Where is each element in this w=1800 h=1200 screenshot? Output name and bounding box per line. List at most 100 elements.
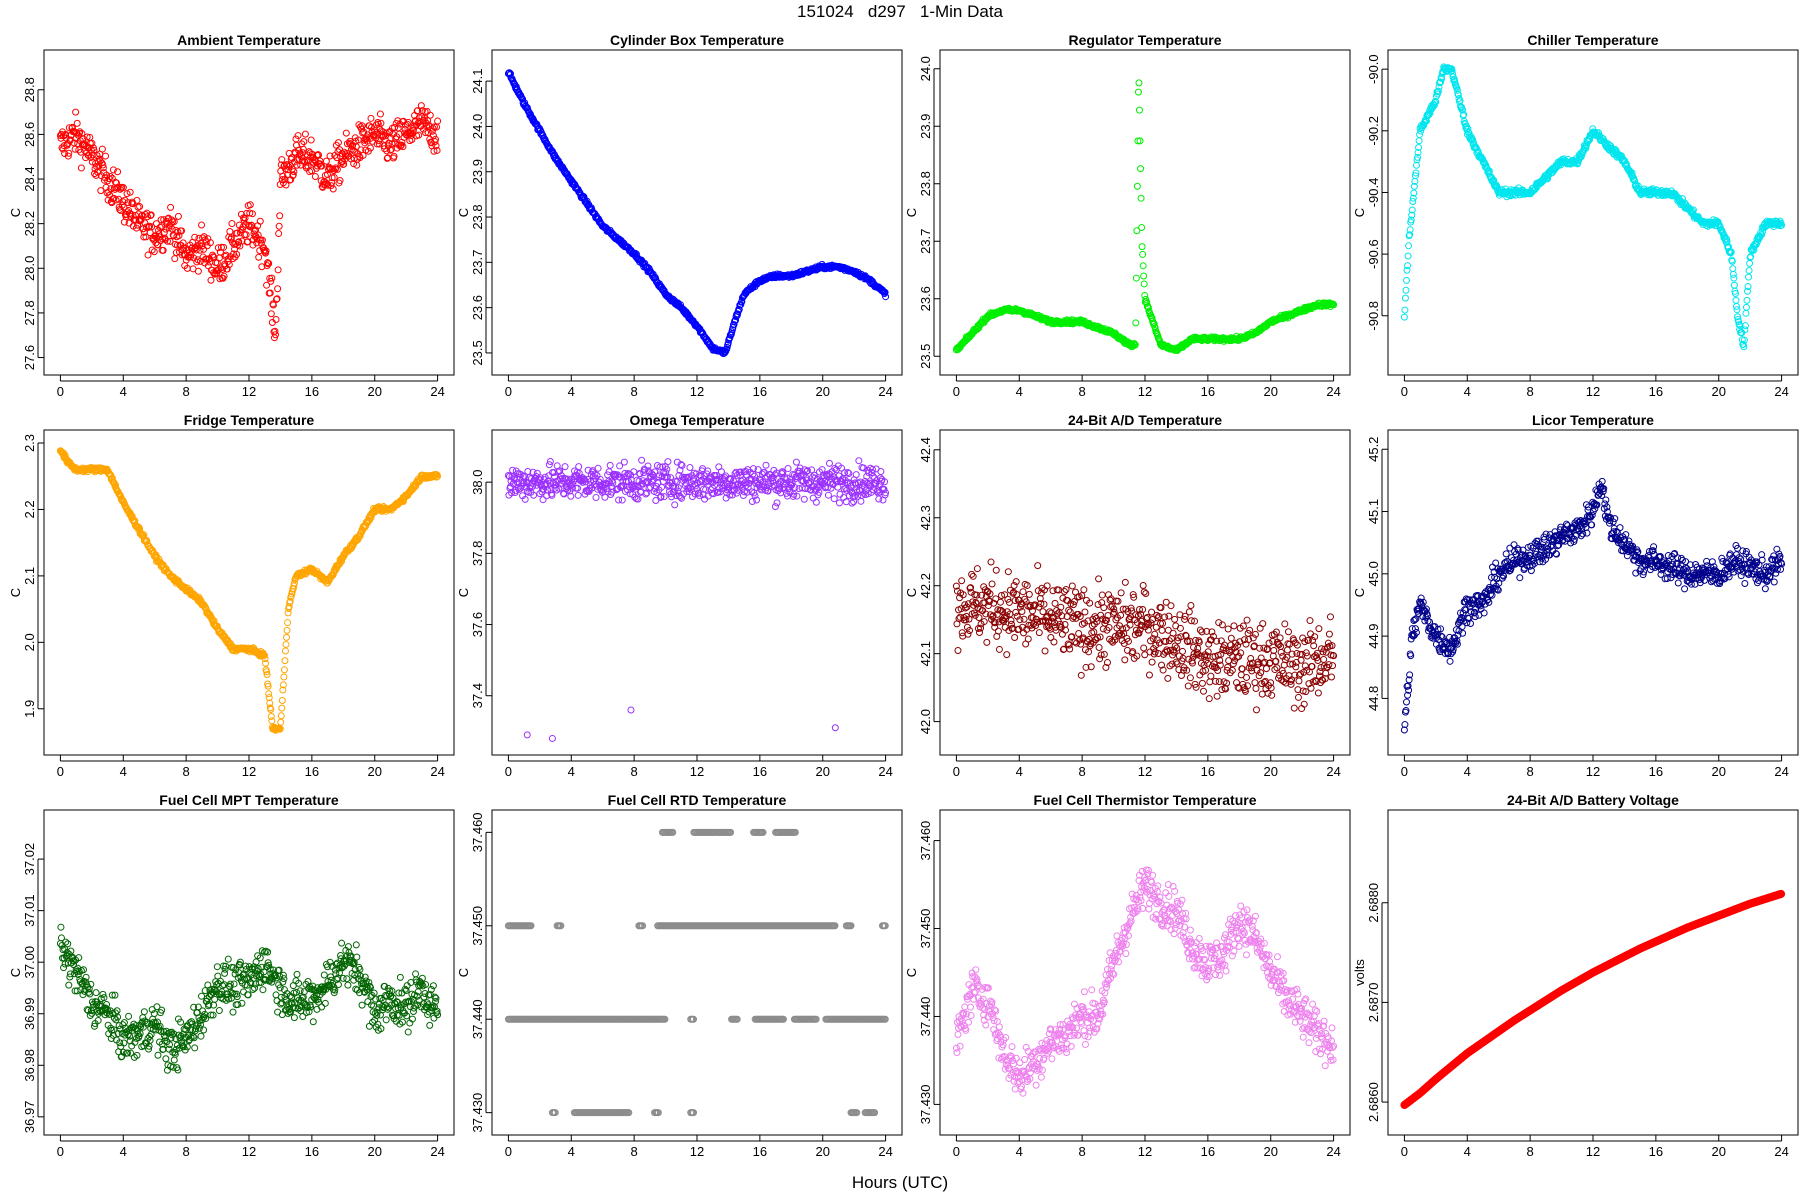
data-point	[1169, 629, 1177, 637]
data-point	[1143, 299, 1151, 307]
data-point	[1102, 663, 1110, 671]
data-point	[78, 129, 86, 137]
data-point	[750, 472, 758, 480]
data-point	[98, 145, 106, 153]
data-point	[278, 697, 286, 705]
x-tick-label: 20	[1711, 384, 1725, 399]
data-point	[1121, 656, 1129, 664]
data-point	[1007, 617, 1015, 625]
data-point	[1154, 649, 1162, 657]
data-point	[869, 472, 877, 480]
data-point	[965, 615, 973, 623]
data-point	[123, 190, 131, 198]
data-point	[272, 315, 280, 323]
data-point	[1127, 604, 1135, 612]
x-tick-label: 16	[305, 384, 319, 399]
data-point	[985, 598, 993, 606]
data-point	[1145, 621, 1153, 629]
data-point	[417, 102, 425, 110]
data-point	[1062, 586, 1070, 594]
data-point	[323, 180, 331, 188]
data-point	[68, 123, 76, 131]
data-point	[1064, 640, 1072, 648]
data-point	[1161, 613, 1169, 621]
data-point	[148, 246, 156, 254]
data-point	[1001, 591, 1009, 599]
data-point	[432, 142, 440, 150]
data-point	[1039, 608, 1047, 616]
data-point	[1402, 276, 1410, 284]
x-tick-label: 12	[690, 384, 704, 399]
data-point	[324, 181, 332, 189]
data-point	[1157, 604, 1165, 612]
data-point	[990, 599, 998, 607]
data-point	[246, 209, 254, 217]
data-point	[1166, 662, 1174, 670]
data-point	[1159, 666, 1167, 674]
data-point	[1099, 625, 1107, 633]
data-point	[704, 467, 712, 475]
data-point	[265, 260, 273, 268]
data-point	[140, 233, 148, 241]
data-point	[1114, 597, 1122, 605]
data-point	[1085, 648, 1093, 656]
data-point	[77, 164, 85, 172]
x-tick-label: 12	[1138, 764, 1152, 779]
data-point	[334, 139, 342, 147]
x-tick-label: 8	[183, 764, 190, 779]
data-point	[1165, 637, 1173, 645]
data-point	[1065, 606, 1073, 614]
data-point	[620, 458, 628, 466]
data-point	[952, 582, 960, 590]
data-point	[299, 145, 307, 153]
data-point	[1137, 165, 1145, 173]
x-tick-label: 12	[1138, 384, 1152, 399]
data-point	[260, 651, 268, 659]
data-point	[1148, 658, 1156, 666]
data-point	[1138, 622, 1146, 630]
data-point	[235, 238, 243, 246]
data-point	[792, 458, 800, 466]
y-axis-label: C	[456, 588, 471, 597]
data-point	[1000, 614, 1008, 622]
data-point	[1002, 612, 1010, 620]
x-tick-label: 24	[430, 384, 444, 399]
data-point	[161, 236, 169, 244]
data-point	[144, 251, 152, 259]
data-point	[1016, 603, 1024, 611]
data-point	[1090, 628, 1098, 636]
data-point	[1076, 612, 1084, 620]
data-point	[129, 200, 137, 208]
y-tick-label: 23.7	[918, 229, 933, 254]
data-point	[1126, 621, 1134, 629]
data-point	[1735, 318, 1743, 326]
data-point	[1142, 589, 1150, 597]
data-point	[1058, 612, 1066, 620]
data-point	[717, 468, 725, 476]
data-point	[634, 495, 642, 503]
data-point	[841, 469, 849, 477]
data-point	[553, 486, 561, 494]
data-point	[796, 464, 804, 472]
data-point	[141, 219, 149, 227]
data-point	[340, 160, 348, 168]
data-point	[702, 486, 710, 494]
data-point	[989, 612, 997, 620]
data-point	[147, 211, 155, 219]
data-point	[1130, 593, 1138, 601]
data-point	[429, 124, 437, 132]
data-point	[692, 470, 700, 478]
y-tick-label: 23.7	[470, 250, 485, 275]
data-point	[207, 276, 215, 284]
data-point	[258, 263, 266, 271]
data-point	[555, 484, 563, 492]
y-tick-label: 23.5	[918, 344, 933, 369]
data-point	[754, 466, 762, 474]
data-point	[601, 493, 609, 501]
data-point	[1404, 252, 1412, 260]
data-point	[390, 152, 398, 160]
data-point	[1095, 644, 1103, 652]
data-point	[191, 233, 199, 241]
data-point	[267, 277, 275, 285]
data-point	[1740, 336, 1748, 344]
